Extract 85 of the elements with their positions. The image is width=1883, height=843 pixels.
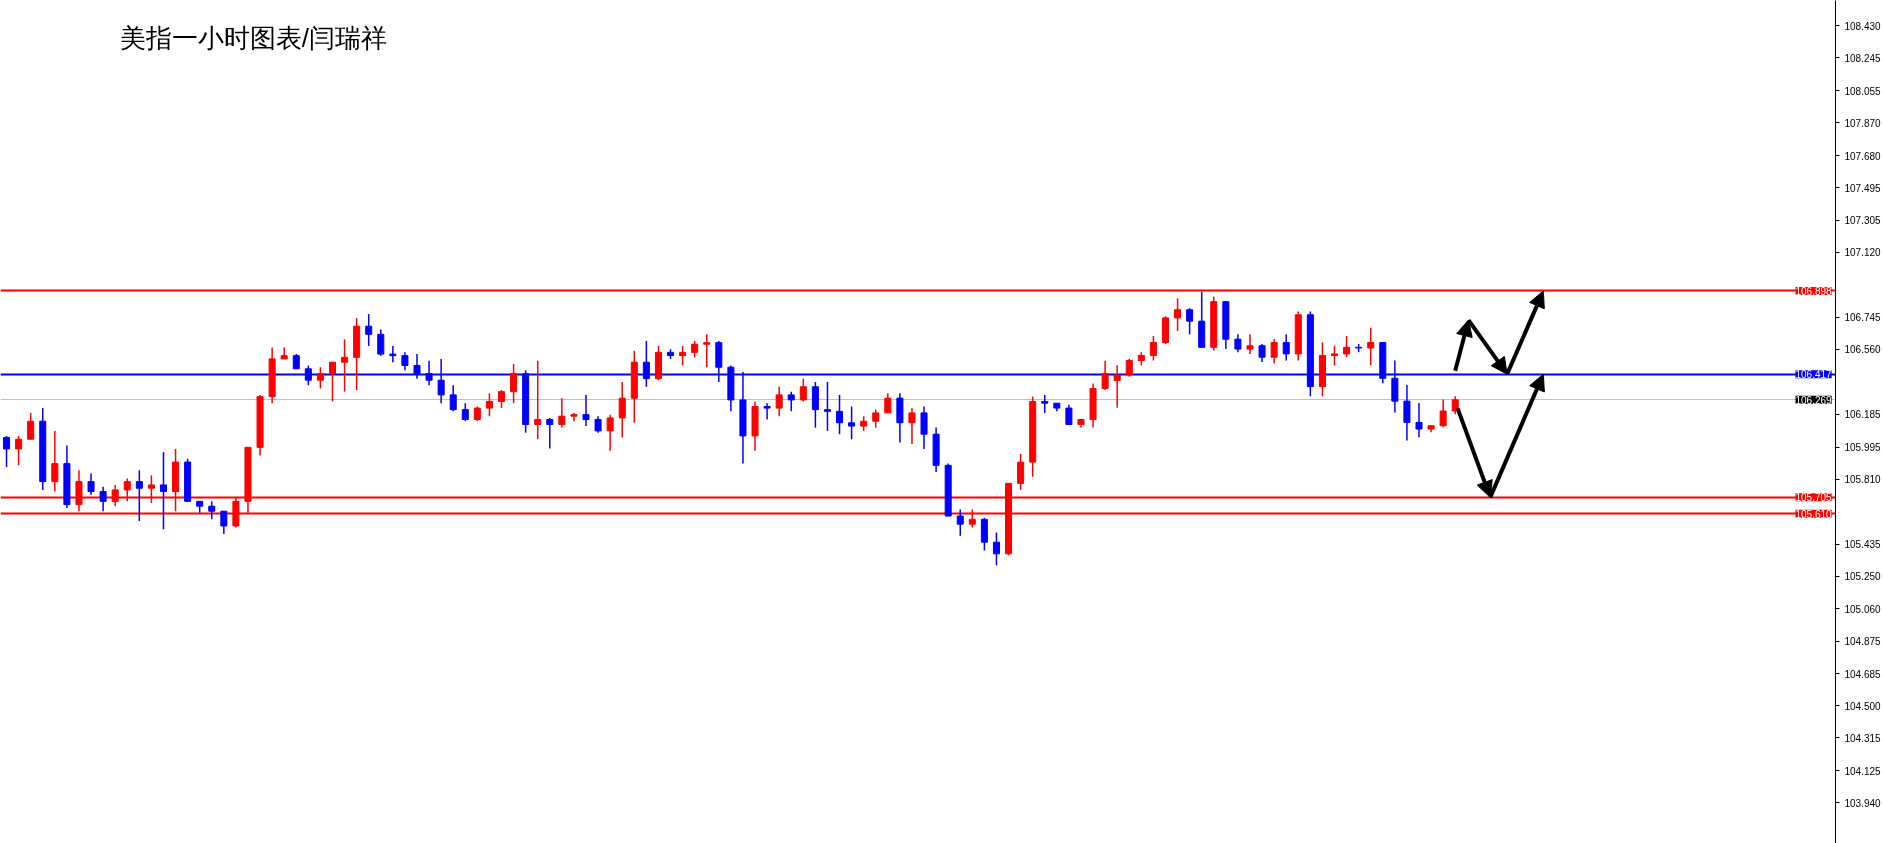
ref-line-label: 106.417 xyxy=(1795,369,1833,381)
candlestick xyxy=(884,392,892,414)
candlestick xyxy=(618,381,626,439)
candlestick xyxy=(1113,364,1121,409)
candlestick xyxy=(582,394,590,427)
ref-line-label: 105.610 xyxy=(1795,508,1833,520)
y-tick-label: 104.875 xyxy=(1844,636,1882,648)
y-tick-label: 105.250 xyxy=(1844,571,1882,583)
y-tick-label: 106.745 xyxy=(1844,312,1882,324)
y-tick-label: 108.055 xyxy=(1844,85,1882,97)
candlestick xyxy=(908,407,916,445)
candlestick xyxy=(389,345,397,363)
candlestick xyxy=(485,392,493,417)
candlestick xyxy=(365,313,373,347)
candlestick xyxy=(87,472,95,496)
y-tick-label: 107.495 xyxy=(1844,182,1882,194)
candlestick xyxy=(811,381,819,429)
candlestick xyxy=(341,338,349,393)
candlestick xyxy=(980,517,988,552)
candlestick xyxy=(1041,394,1049,414)
candlestick xyxy=(15,435,23,467)
y-tick-label: 107.305 xyxy=(1844,215,1882,227)
y-tick-label: 107.120 xyxy=(1844,247,1882,259)
candlestick xyxy=(823,381,831,432)
candlestick xyxy=(1367,327,1375,367)
candlestick xyxy=(280,346,288,360)
y-tick-label: 104.500 xyxy=(1844,700,1882,712)
y-tick-label: 105.995 xyxy=(1844,442,1882,454)
candlestick xyxy=(775,386,783,417)
candlestick xyxy=(220,510,228,535)
candlestick xyxy=(328,361,337,403)
candlestick xyxy=(787,390,795,413)
y-tick-label: 107.680 xyxy=(1844,150,1882,162)
y-tick-label: 104.125 xyxy=(1844,765,1882,777)
candlestick xyxy=(510,363,518,404)
candlestick xyxy=(703,333,711,368)
candlestick xyxy=(1186,307,1194,336)
candlestick xyxy=(316,366,324,390)
candlestick xyxy=(3,435,11,468)
y-tick-label: 108.430 xyxy=(1844,20,1882,32)
candlestick xyxy=(848,405,856,440)
candlestick xyxy=(1149,335,1157,362)
ref-line-label: 106.269 xyxy=(1795,394,1833,406)
y-tick-label: 105.060 xyxy=(1844,604,1882,615)
candlestick xyxy=(763,402,771,421)
candlestick xyxy=(27,412,35,440)
candlestick xyxy=(1174,297,1182,332)
candlestick xyxy=(377,328,385,357)
candlestick xyxy=(1439,398,1447,429)
candlestick xyxy=(1017,453,1025,491)
candlestick xyxy=(449,384,457,413)
candlestick xyxy=(1343,335,1351,358)
candlestick xyxy=(1101,359,1109,391)
candlestick xyxy=(1246,333,1254,355)
text: 美指一小时图表/闫瑞祥 xyxy=(119,23,388,54)
candlestick xyxy=(920,405,928,450)
ref-line-label: 105.705 xyxy=(1795,492,1833,504)
y-tick-label: 106.185 xyxy=(1844,409,1882,421)
y-tick-label: 108.245 xyxy=(1844,52,1882,64)
y-tick-label: 103.940 xyxy=(1844,797,1882,809)
ref-line-label: 106.898 xyxy=(1795,285,1833,297)
candlestick xyxy=(992,531,1000,566)
candlestick xyxy=(534,359,542,440)
candlestick xyxy=(51,430,59,493)
y-tick-label: 104.685 xyxy=(1844,668,1882,680)
candlestick xyxy=(679,345,687,367)
y-tick-label: 106.560 xyxy=(1844,344,1882,356)
candlestick xyxy=(836,394,844,435)
y-tick-label: 105.810 xyxy=(1844,474,1882,486)
candlestick xyxy=(99,485,107,512)
candlestick xyxy=(135,469,143,522)
candlestick xyxy=(1415,402,1423,438)
candlestick xyxy=(1330,345,1339,367)
candlestick xyxy=(956,508,964,537)
candlestick xyxy=(1270,338,1278,365)
y-tick-label: 105.435 xyxy=(1844,539,1882,551)
candlestick xyxy=(1282,333,1290,362)
candlestick xyxy=(606,413,614,452)
y-tick-label: 107.870 xyxy=(1844,117,1882,129)
candlestick xyxy=(159,451,167,530)
candlestick xyxy=(1065,404,1073,426)
y-tick-label: 104.315 xyxy=(1844,732,1882,744)
candlestick xyxy=(546,417,554,450)
candlestick xyxy=(1403,384,1411,442)
candlestick xyxy=(558,397,566,429)
